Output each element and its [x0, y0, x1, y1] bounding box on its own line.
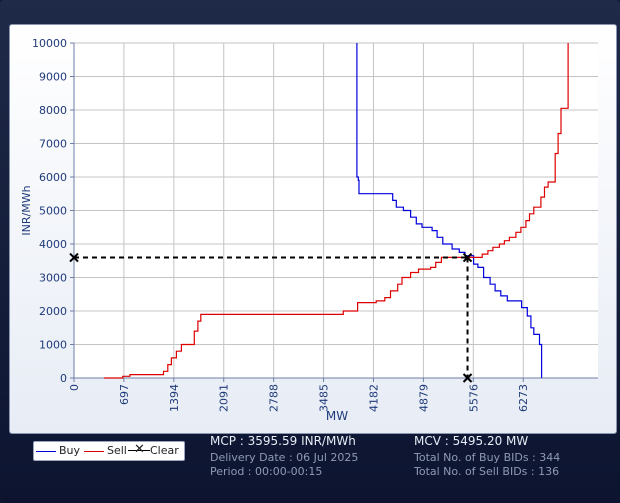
legend-item-buy: Buy [36, 444, 80, 457]
x-tick-label: 5576 [467, 384, 480, 412]
x-tick-label: 3485 [318, 384, 331, 412]
x-tick-label: 697 [118, 384, 131, 405]
x-tick-label: 2091 [218, 384, 231, 412]
y-tick-label: 8000 [39, 104, 67, 117]
y-tick-label: 9000 [39, 71, 67, 84]
x-tick-label: 4182 [367, 384, 380, 412]
y-tick-label: 4000 [39, 238, 67, 251]
y-tick-label: 10000 [32, 37, 67, 50]
buy-line-icon [36, 450, 56, 452]
clear-marker-x-axis [462, 373, 473, 383]
clear-marker-icon: ✕ [128, 442, 150, 457]
legend-item-sell: Sell [84, 444, 127, 457]
legend-sell-label: Sell [107, 444, 127, 457]
x-tick-label: 2788 [268, 384, 281, 412]
buy-curve [356, 43, 543, 378]
delivery-date-text: Delivery Date : 06 Jul 2025 [210, 451, 359, 464]
x-tick-label: 1394 [168, 384, 181, 412]
y-axis-title: INR/MWh [20, 185, 33, 235]
y-tick-label: 5000 [39, 205, 67, 218]
legend-clear-label: Clear [150, 444, 179, 457]
x-tick-label: 6273 [517, 384, 530, 412]
y-tick-label: 3000 [39, 272, 67, 285]
period-text: Period : 00:00-00:15 [210, 465, 323, 478]
legend-buy-label: Buy [59, 444, 81, 457]
buy-bids-text: Total No. of Buy BIDs : 344 [414, 451, 561, 464]
mcp-text: MCP : 3595.59 INR/MWh [210, 434, 356, 448]
y-tick-label: 0 [60, 372, 67, 385]
y-tick-label: 6000 [39, 171, 67, 184]
bid-curve-chart: 0 1000 2000 3000 4000 5000 6000 7000 8000 9000 100… [20, 37, 598, 423]
sell-line-icon [84, 450, 104, 452]
chart-panel: 0 1000 2000 3000 4000 5000 6000 7000 8000 9000 100… [9, 24, 617, 434]
y-tick-label: 1000 [39, 339, 67, 352]
chart-legend: Buy Sell ✕ Clear [33, 441, 185, 461]
y-tick-label: 7000 [39, 138, 67, 151]
sell-bids-text: Total No. of Sell BIDs : 136 [414, 465, 560, 478]
x-tick-label: 0 [68, 384, 81, 391]
legend-item-clear: ✕ Clear [128, 442, 179, 457]
x-axis-title: MW [326, 409, 348, 423]
y-tick-label: 2000 [39, 305, 67, 318]
clear-marker-y-axis [69, 252, 79, 263]
clear-marker-point [462, 252, 473, 263]
x-tick-label: 4879 [417, 384, 430, 412]
mcv-text: MCV : 5495.20 MW [414, 434, 529, 448]
sell-curve [104, 43, 569, 379]
